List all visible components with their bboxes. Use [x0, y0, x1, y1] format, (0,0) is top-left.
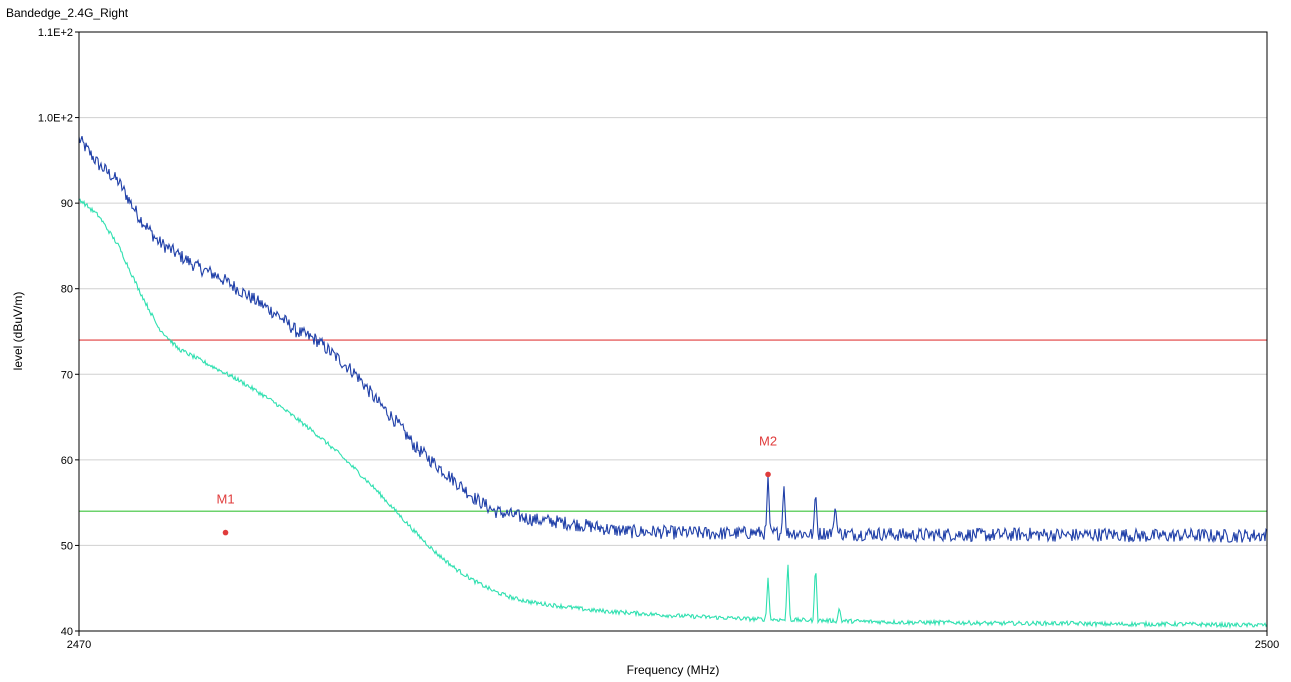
y-tick-label: 80 — [61, 284, 73, 296]
y-tick-label: 40 — [61, 626, 73, 638]
y-tick-label: 50 — [61, 540, 73, 552]
y-tick-label: 90 — [61, 198, 73, 210]
y-tick-label: 1.1E+2 — [38, 27, 73, 39]
y-tick-label: 60 — [61, 455, 73, 467]
grid-lines — [79, 31, 1267, 632]
marker-point — [765, 471, 771, 478]
marker-label: M1 — [216, 492, 234, 507]
marker-label: M2 — [759, 433, 777, 448]
x-tick-label: 2470 — [67, 639, 91, 651]
markers: M1 M2 — [216, 433, 777, 536]
plot-area-border — [78, 31, 1268, 632]
data-series — [78, 135, 1268, 630]
series-line — [78, 135, 1268, 544]
y-tick-label: 1.0E+2 — [38, 113, 73, 125]
y-axis-ticks: 40 50 60 70 80 90 1.0E+2 1.1E+2 — [38, 27, 79, 638]
marker-point — [222, 529, 229, 536]
chart-title: Bandedge_2.4G_Right — [6, 6, 129, 20]
x-tick-label: 2500 — [1255, 639, 1279, 651]
y-tick-label: 70 — [61, 369, 73, 381]
series-line — [78, 198, 1268, 630]
y-axis-title: level (dBuV/m) — [11, 292, 25, 371]
x-axis-title: Frequency (MHz) — [627, 663, 720, 677]
x-axis-ticks: 2470 2500 — [67, 631, 1279, 651]
limit-lines — [79, 339, 1267, 512]
